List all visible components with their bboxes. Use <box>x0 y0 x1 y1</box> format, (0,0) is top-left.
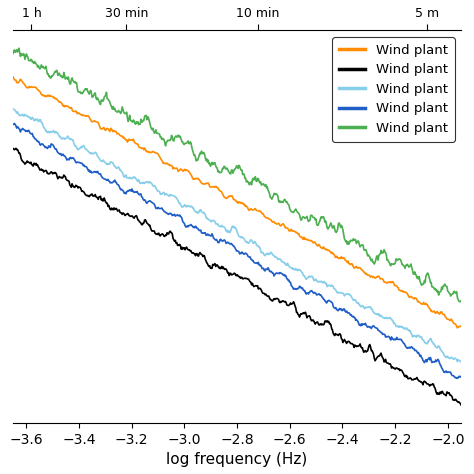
Wind plant <box>16 46 22 51</box>
Wind plant <box>274 221 280 227</box>
Line: Wind plant: Wind plant <box>13 77 461 328</box>
Wind plant <box>10 146 16 151</box>
Wind plant <box>90 170 96 175</box>
Wind plant <box>458 359 464 365</box>
Wind plant <box>11 121 17 127</box>
Wind plant <box>458 374 464 379</box>
Wind plant <box>275 296 281 302</box>
Wind plant <box>454 375 459 381</box>
Wind plant <box>10 106 16 112</box>
Wind plant <box>13 146 19 151</box>
Wind plant <box>347 262 353 267</box>
Wind plant <box>214 164 219 170</box>
Wind plant <box>10 74 16 80</box>
Wind plant <box>214 237 219 242</box>
Wind plant <box>348 312 354 318</box>
Wind plant <box>310 317 316 323</box>
Wind plant <box>274 255 280 261</box>
Line: Wind plant: Wind plant <box>13 148 461 405</box>
Wind plant <box>347 292 353 298</box>
Wind plant <box>348 341 354 346</box>
Wind plant <box>310 214 316 220</box>
Wind plant <box>457 299 463 305</box>
Wind plant <box>90 94 96 100</box>
Wind plant <box>90 193 96 199</box>
Wind plant <box>275 193 281 199</box>
Wind plant <box>455 325 460 331</box>
Wind plant <box>458 298 464 303</box>
Wind plant <box>458 324 464 329</box>
Line: Wind plant: Wind plant <box>13 124 461 378</box>
Line: Wind plant: Wind plant <box>13 48 461 302</box>
Wind plant <box>310 273 315 279</box>
Wind plant <box>213 183 219 189</box>
Wind plant <box>10 51 16 56</box>
Wind plant <box>10 121 16 127</box>
Wind plant <box>126 188 132 194</box>
Wind plant <box>275 271 281 276</box>
Wind plant <box>90 119 95 125</box>
Wind plant <box>310 290 316 295</box>
Wind plant <box>214 262 219 268</box>
Wind plant <box>458 402 464 408</box>
Wind plant <box>125 175 131 181</box>
X-axis label: log frequency (Hz): log frequency (Hz) <box>166 452 308 467</box>
Wind plant <box>126 213 132 219</box>
Line: Wind plant: Wind plant <box>13 109 461 362</box>
Legend: Wind plant, Wind plant, Wind plant, Wind plant, Wind plant: Wind plant, Wind plant, Wind plant, Wind… <box>332 37 455 142</box>
Wind plant <box>125 138 131 144</box>
Wind plant <box>310 238 315 244</box>
Wind plant <box>348 237 354 243</box>
Wind plant <box>90 151 95 156</box>
Wind plant <box>126 116 132 122</box>
Wind plant <box>213 221 219 227</box>
